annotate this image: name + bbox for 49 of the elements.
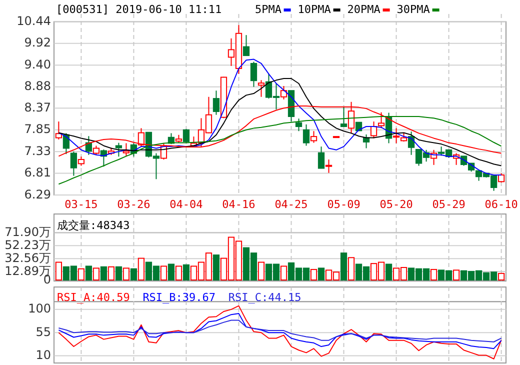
bar <box>130 268 138 280</box>
y-tick-label: 8.37 <box>24 100 51 114</box>
y-tick-label: 32.56万 <box>4 250 51 265</box>
x-tick-label: 05-29 <box>432 198 466 211</box>
y-tick-label: 6.81 <box>24 166 51 180</box>
y-tick-label: 10.44 <box>16 14 51 28</box>
y-tick-label: 71.90万 <box>4 224 51 239</box>
y-tick-label: 9.40 <box>24 57 51 72</box>
x-tick-label: 04-04 <box>170 198 204 211</box>
x-tick-label: 03-26 <box>117 198 150 211</box>
x-tick-label: 06-10 <box>484 198 518 211</box>
y-tick-label: 9.92 <box>24 36 51 50</box>
x-tick-label: 03-15 <box>64 198 98 211</box>
line-series <box>58 313 502 350</box>
bar <box>85 266 92 280</box>
line-series <box>58 305 502 360</box>
bar <box>212 254 220 280</box>
legend-label: 10PMA <box>298 3 332 16</box>
bar <box>318 268 325 280</box>
series-label: RSI_B:39.67 <box>142 291 216 304</box>
text: RSI_A:40.59 <box>57 291 130 304</box>
x-tick-label: 04-25 <box>274 198 308 211</box>
x-tick-label: 05-20 <box>380 198 413 211</box>
y-tick-label: 100 <box>28 302 51 316</box>
y-tick-label: 7.85 <box>24 122 51 136</box>
chart-title: [000531] 2019-06-10 11:11 <box>56 3 222 16</box>
bar <box>100 266 108 280</box>
y-tick-label: 55 <box>36 324 51 339</box>
candlestick <box>212 90 220 116</box>
bar <box>340 252 348 280</box>
legend-label: 5PMA <box>255 3 282 16</box>
y-tick-label: 7.33 <box>24 144 51 158</box>
y-tick-label: 10 <box>36 348 51 362</box>
candlestick <box>310 130 318 144</box>
y-tick-label: 6.29 <box>24 187 51 202</box>
legend-label: 20PMA <box>347 3 381 16</box>
bar <box>115 266 122 280</box>
y-tick-label: 8.88 <box>24 79 51 94</box>
x-tick-label: 04-16 <box>222 198 256 211</box>
y-tick-label: 12.89万 <box>4 264 51 278</box>
bar <box>182 264 190 280</box>
text: 成交量:48343 <box>57 219 130 232</box>
line-series <box>58 320 502 342</box>
bar <box>385 264 392 280</box>
legend-label: 30PMA <box>396 3 430 16</box>
x-tick-label: 05-09 <box>327 198 360 211</box>
y-tick-label: 52.23万 <box>4 238 51 252</box>
series-label: RSI_C:44.15 <box>228 291 302 304</box>
bar <box>168 264 175 280</box>
